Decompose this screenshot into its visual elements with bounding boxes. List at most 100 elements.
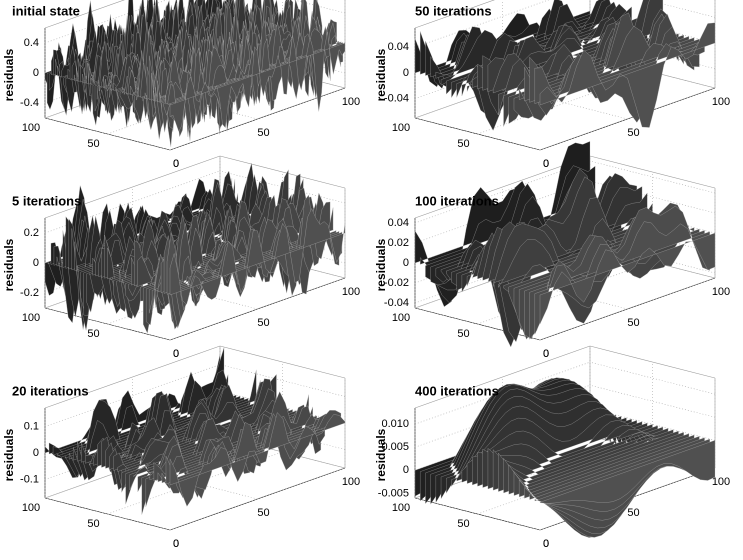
panel: -0.1 0 0.1 0 50 100 0 50 100 20 iterations residua… <box>2 345 360 550</box>
z-tick-label: 0 <box>33 67 39 79</box>
y-tick-label: 0 <box>173 538 179 550</box>
z-tick-label: -0.04 <box>384 297 409 309</box>
chart-title: 400 iterations <box>415 383 499 398</box>
grid-line <box>589 160 716 194</box>
wall-edge <box>219 155 346 189</box>
surface-strip <box>169 208 346 305</box>
x-tick-label: 100 <box>712 476 730 488</box>
z-tick-label: 0.04 <box>388 217 409 229</box>
grid-line <box>44 497 171 531</box>
y-tick-label: 100 <box>22 122 40 134</box>
surface-strip <box>534 221 710 335</box>
grid-line <box>589 220 716 254</box>
z-tick-label: -0.2 <box>20 287 39 299</box>
chart-title: 100 iterations <box>415 193 499 208</box>
x-tick-label: 50 <box>627 317 639 329</box>
grid-line <box>477 451 653 515</box>
grid-line <box>414 307 541 341</box>
grid-line <box>219 364 346 397</box>
y-tick-label: 0 <box>543 158 549 170</box>
grid-line <box>293 0 346 14</box>
z-axis-label: residuals <box>374 48 388 101</box>
y-tick-label: 50 <box>457 328 469 340</box>
z-axis-label: residuals <box>374 428 388 481</box>
grid-line <box>169 87 346 151</box>
z-tick-label: 0 <box>33 257 39 269</box>
surface-strip <box>539 22 716 128</box>
wall-edge <box>414 155 591 219</box>
grid-line <box>589 55 716 89</box>
x-tick-label: 100 <box>342 96 360 108</box>
grid-line <box>414 36 591 99</box>
wall-edge <box>589 155 716 189</box>
wall-edge <box>414 0 495 29</box>
z-axis-label: residuals <box>2 428 16 481</box>
z-axis-label: residuals <box>2 48 16 101</box>
y-tick-label: 100 <box>392 122 410 134</box>
z-tick-label: -0.02 <box>384 277 409 289</box>
grid-line <box>44 117 171 151</box>
y-tick-label: 0 <box>543 348 549 360</box>
y-tick-label: 100 <box>22 502 40 514</box>
z-tick-label: 0.005 <box>381 441 409 453</box>
grid-line <box>414 384 591 448</box>
y-tick-label: 50 <box>87 138 99 150</box>
z-tick-label: 0 <box>33 447 39 459</box>
grid-line <box>414 0 550 48</box>
grid-line <box>169 467 346 531</box>
z-tick-label: 0 <box>403 464 409 476</box>
panel: -0.2 0 0.2 0 50 100 0 50 100 5 iterations residual… <box>2 155 360 360</box>
grid-line <box>219 245 346 279</box>
x-tick-label: 50 <box>257 507 269 519</box>
grid-line <box>219 417 346 450</box>
surface-strip <box>169 412 346 507</box>
y-tick-label: 50 <box>87 518 99 530</box>
z-tick-label: -0.4 <box>20 97 39 109</box>
x-tick-label: 0 <box>543 538 549 550</box>
grid-line <box>646 0 716 18</box>
z-tick-label: 0.04 <box>388 41 409 53</box>
z-axis-label: residuals <box>374 238 388 291</box>
x-tick-label: 100 <box>342 476 360 488</box>
grid-line <box>132 466 258 500</box>
grid-line <box>477 71 653 135</box>
surface-strip <box>539 440 716 504</box>
chart-title: initial state <box>12 3 80 18</box>
grid-line <box>414 497 541 531</box>
grid-line <box>219 230 346 264</box>
x-tick-label: 50 <box>257 317 269 329</box>
wall-edge <box>219 345 346 379</box>
grid-line <box>107 451 283 515</box>
grid-line <box>589 245 716 279</box>
x-tick-label: 100 <box>712 96 730 108</box>
grid-line <box>107 71 283 135</box>
y-tick-label: 50 <box>87 328 99 340</box>
grid-line <box>502 86 628 120</box>
chart-title: 5 iterations <box>12 193 81 208</box>
grid-line <box>502 276 628 310</box>
z-tick-label: -0.04 <box>384 93 409 105</box>
chart-title: 20 iterations <box>12 383 89 398</box>
wall-edge <box>44 0 125 29</box>
grid-line <box>414 55 591 119</box>
grid-line <box>589 384 716 418</box>
grid-line <box>539 87 716 151</box>
grid-line <box>132 86 258 120</box>
x-tick-label: 0 <box>173 348 179 360</box>
x-tick-label: 0 <box>543 348 549 360</box>
grid-line <box>219 170 346 204</box>
grid-line <box>44 435 221 499</box>
z-tick-label: -0.005 <box>378 487 409 499</box>
wall-edge <box>44 155 221 219</box>
grid-line <box>169 277 346 341</box>
z-tick-label: 0.2 <box>24 227 39 239</box>
grid-line <box>414 361 591 425</box>
grid-line <box>589 180 716 214</box>
wall-edge <box>44 345 221 409</box>
x-tick-label: 50 <box>627 127 639 139</box>
grid-line <box>414 180 591 244</box>
x-tick-label: 0 <box>173 538 179 550</box>
surface-strip <box>169 31 346 133</box>
z-tick-label: 0.010 <box>381 418 409 430</box>
